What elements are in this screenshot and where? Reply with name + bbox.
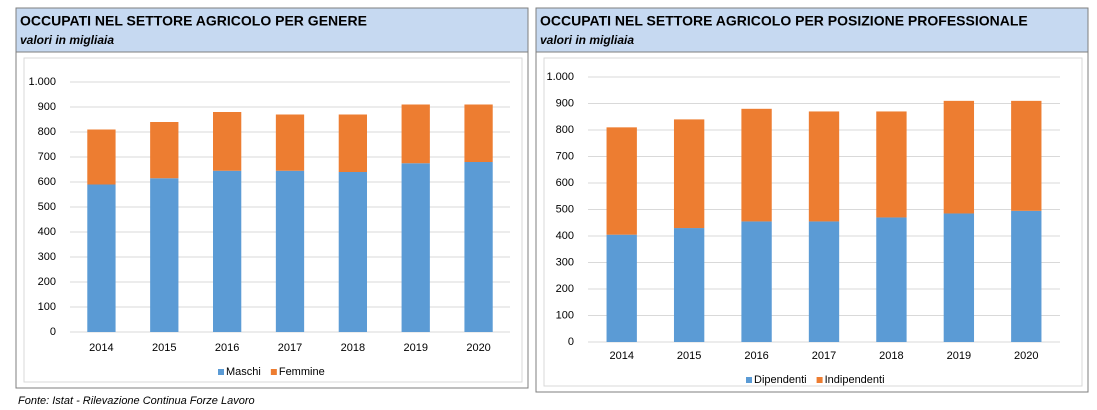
y-tick-label: 100 <box>38 301 56 313</box>
y-tick-label: 100 <box>556 309 574 321</box>
bar-segment <box>150 122 179 179</box>
bar-segment <box>275 170 305 332</box>
x-tick-label: 2015 <box>152 342 176 354</box>
bar-segment <box>1011 100 1042 211</box>
x-tick-label: 2014 <box>89 342 113 354</box>
y-tick-label: 200 <box>556 283 574 295</box>
chart-title: OCCUPATI NEL SETTORE AGRICOLO PER GENERE <box>20 13 367 29</box>
bar-segment <box>87 129 116 185</box>
bar-segment <box>876 217 907 342</box>
chart-subtitle: valori in migliaia <box>540 33 634 47</box>
y-tick-label: 0 <box>568 336 574 348</box>
bar-segment <box>808 111 840 222</box>
plot-frame <box>543 57 1083 387</box>
y-tick-label: 300 <box>38 251 56 263</box>
x-tick-label: 2016 <box>215 342 239 354</box>
y-tick-label: 500 <box>38 201 56 213</box>
y-tick-label: 1.000 <box>546 71 574 83</box>
bar-segment <box>673 119 705 229</box>
chart-title: OCCUPATI NEL SETTORE AGRICOLO PER POSIZI… <box>540 13 1028 29</box>
y-tick-label: 400 <box>38 226 56 238</box>
bar-segment <box>741 221 772 342</box>
legend-swatch <box>218 369 224 375</box>
source: Fonte: Istat - Rilevazione Continua Forz… <box>18 395 255 407</box>
chart-subtitle: valori in migliaia <box>20 33 114 47</box>
x-tick-label: 2019 <box>947 350 971 362</box>
legend-label: Femmine <box>279 366 325 378</box>
legend-swatch <box>746 377 752 383</box>
x-tick-label: 2019 <box>403 342 427 354</box>
bar-segment <box>808 221 840 342</box>
y-tick-label: 800 <box>38 126 56 138</box>
x-tick-label: 2014 <box>609 350 633 362</box>
y-tick-label: 1.000 <box>28 76 56 88</box>
y-tick-label: 900 <box>38 101 56 113</box>
bar-segment <box>741 108 772 222</box>
bar-segment <box>606 127 637 235</box>
bar-segment <box>338 172 367 332</box>
panel-header <box>535 7 1089 53</box>
bar-segment <box>606 234 637 342</box>
x-tick-label: 2015 <box>677 350 701 362</box>
bar-segment <box>213 112 242 171</box>
x-tick-label: 2020 <box>466 342 490 354</box>
y-tick-label: 600 <box>38 176 56 188</box>
legend-label: Dipendenti <box>754 374 807 386</box>
panel-header <box>15 7 529 53</box>
legend-label: Maschi <box>226 366 261 378</box>
bar-segment <box>87 184 116 332</box>
bar-segment <box>1011 210 1042 342</box>
y-tick-label: 700 <box>38 151 56 163</box>
bar-segment <box>150 178 179 332</box>
bar-segment <box>464 104 493 162</box>
bar-segment <box>673 228 705 342</box>
bar-segment <box>213 170 242 332</box>
y-tick-label: 800 <box>556 124 574 136</box>
y-tick-label: 0 <box>50 326 56 338</box>
x-tick-label: 2020 <box>1014 350 1038 362</box>
y-tick-label: 300 <box>556 256 574 268</box>
bar-segment <box>401 104 430 164</box>
x-tick-label: 2017 <box>812 350 836 362</box>
bar-segment <box>338 114 367 172</box>
legend-swatch <box>270 369 277 375</box>
y-tick-label: 700 <box>556 150 574 162</box>
x-tick-label: 2018 <box>879 350 903 362</box>
legend-label: Indipendenti <box>825 374 885 386</box>
bar-segment <box>401 163 430 332</box>
y-tick-label: 500 <box>556 203 574 215</box>
bar-segment <box>943 100 975 214</box>
bar-segment <box>464 162 493 332</box>
bar-segment <box>275 114 305 171</box>
y-tick-label: 900 <box>556 97 574 109</box>
y-tick-label: 200 <box>38 276 56 288</box>
y-tick-label: 400 <box>556 230 574 242</box>
x-tick-label: 2017 <box>278 342 302 354</box>
plot-frame <box>23 57 523 383</box>
bar-segment <box>876 111 907 218</box>
x-tick-label: 2018 <box>341 342 365 354</box>
legend-swatch <box>816 377 823 383</box>
x-tick-label: 2016 <box>744 350 768 362</box>
y-tick-label: 600 <box>556 177 574 189</box>
bar-segment <box>943 213 975 342</box>
